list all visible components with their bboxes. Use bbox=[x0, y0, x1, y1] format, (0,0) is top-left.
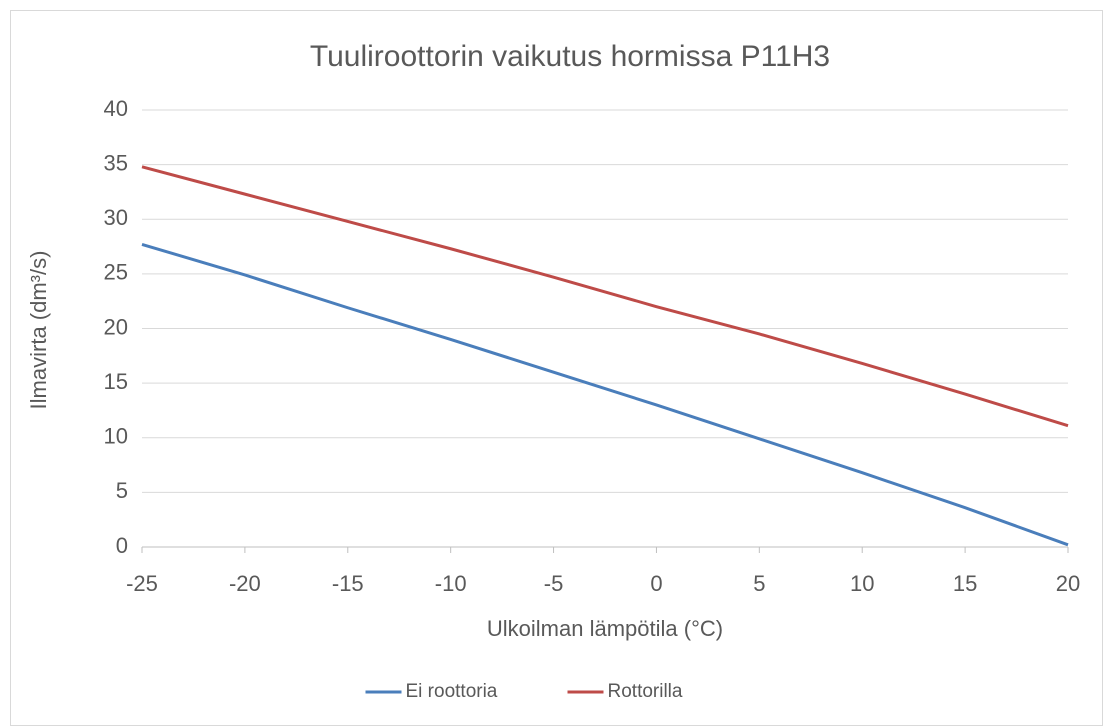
x-axis-label: Ulkoilman lämpötila (°C) bbox=[487, 616, 723, 641]
x-tick-label: 20 bbox=[1056, 571, 1080, 596]
y-tick-label: 5 bbox=[116, 478, 128, 503]
x-tick-label: 15 bbox=[953, 571, 977, 596]
y-tick-label: 30 bbox=[104, 205, 128, 230]
x-tick-label: -5 bbox=[544, 571, 564, 596]
chart-border bbox=[10, 10, 1103, 726]
chart-title: Tuuliroottorin vaikutus hormissa P11H3 bbox=[310, 40, 830, 73]
y-tick-label: 15 bbox=[104, 369, 128, 394]
line-series bbox=[141, 165, 1069, 428]
x-tick-label: 5 bbox=[753, 571, 765, 596]
y-tick-label: 10 bbox=[104, 424, 128, 449]
y-tick-label: 0 bbox=[116, 533, 128, 558]
y-tick-label: 20 bbox=[104, 314, 128, 339]
legend-label: Rottorilla bbox=[608, 681, 683, 702]
x-tick-label: -20 bbox=[229, 571, 261, 596]
y-tick-label: 25 bbox=[104, 260, 128, 285]
x-tick-label: -25 bbox=[126, 571, 158, 596]
x-tick-label: 0 bbox=[650, 571, 662, 596]
y-axis-label: Ilmavirta (dm³/s) bbox=[26, 251, 51, 410]
legend-label: Ei roottoria bbox=[406, 681, 498, 702]
line-series bbox=[141, 242, 1069, 547]
y-tick-label: 40 bbox=[104, 96, 128, 121]
y-tick-label: 35 bbox=[104, 150, 128, 175]
x-tick-label: -15 bbox=[332, 571, 364, 596]
x-tick-label: 10 bbox=[850, 571, 874, 596]
x-tick-label: -10 bbox=[435, 571, 467, 596]
